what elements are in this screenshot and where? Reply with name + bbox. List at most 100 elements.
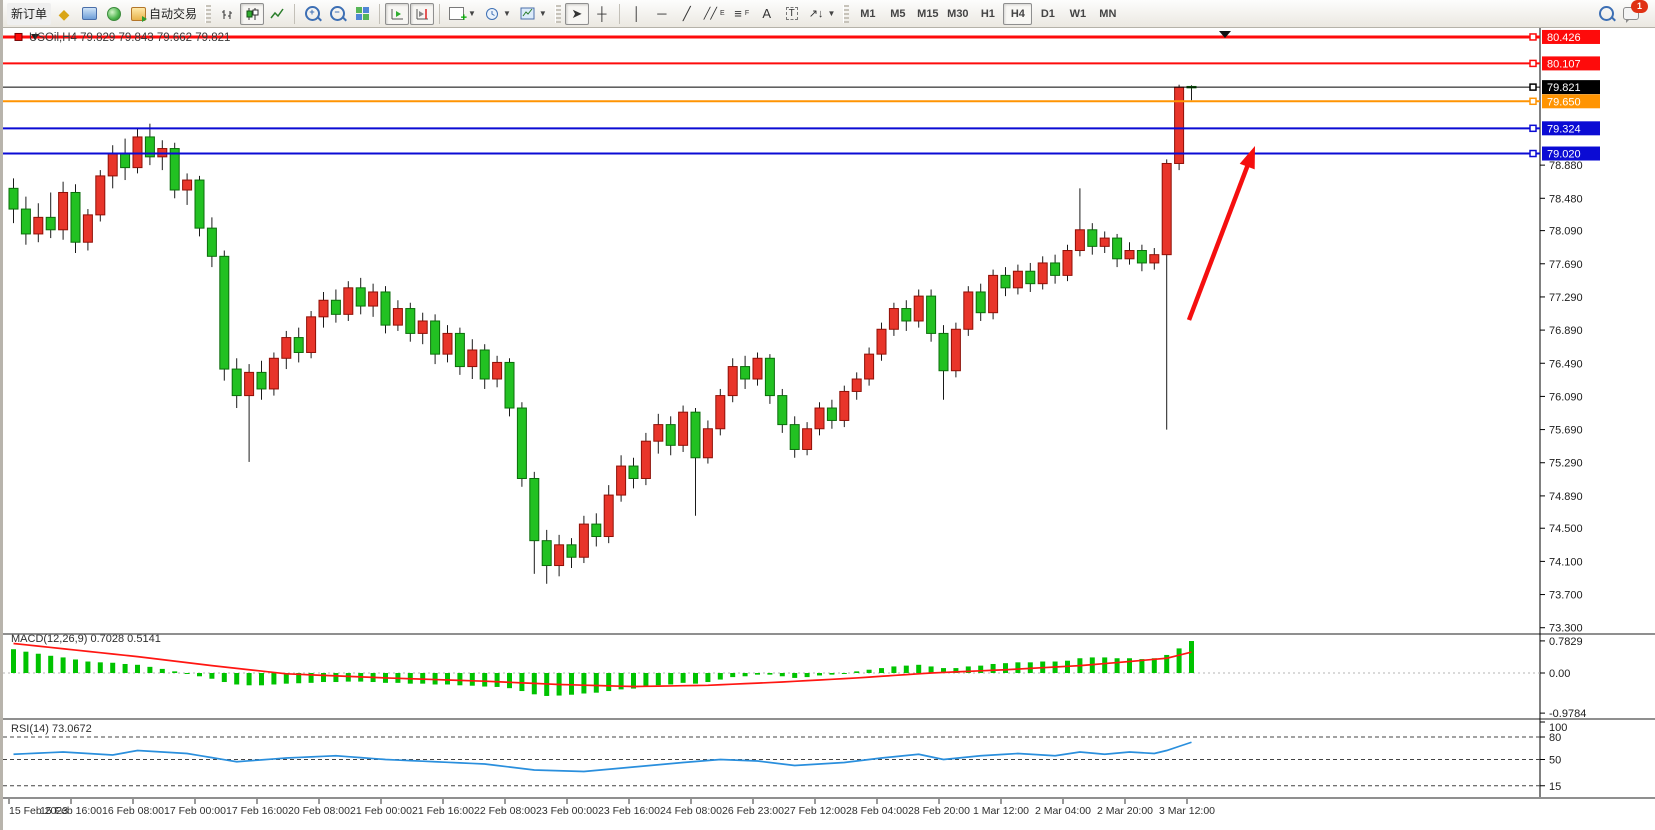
zoom-in-button[interactable]: + xyxy=(300,3,324,25)
search-button[interactable] xyxy=(1594,3,1618,25)
line-handle[interactable] xyxy=(1529,97,1537,106)
vertical-line-button[interactable]: │ xyxy=(625,3,649,25)
tf-m5-button[interactable]: M5 xyxy=(890,7,906,20)
x-tick-label: 17 Feb 00:00 xyxy=(164,805,226,817)
tf-mn-button[interactable]: MN xyxy=(1099,7,1117,20)
macd-histogram-bar xyxy=(903,665,909,673)
macd-label: MACD(12,26,9) 0.7028 0.5141 xyxy=(11,633,161,645)
price-chart-canvas[interactable]: 78.880 78.480 78.090 77.690 77.290 76.890 76.4… xyxy=(3,28,1655,830)
toolbar-separator xyxy=(618,3,620,24)
candlestick xyxy=(107,153,118,177)
candlestick xyxy=(802,428,813,450)
line-handle[interactable] xyxy=(1529,83,1537,91)
candlestick xyxy=(529,477,540,542)
macd-histogram-bar xyxy=(941,668,946,673)
signals-button[interactable] xyxy=(102,3,126,25)
macd-histogram-bar xyxy=(841,673,847,674)
indicators-button[interactable]: ▼ xyxy=(445,3,480,25)
pane-divider[interactable] xyxy=(3,718,1655,720)
tf-h1-button[interactable]: H1 xyxy=(980,7,995,20)
pane-divider[interactable] xyxy=(3,633,1655,635)
candlestick xyxy=(1000,274,1011,289)
text-label-button[interactable]: T xyxy=(780,3,804,25)
diamond-icon: ◆ xyxy=(58,5,70,22)
cursor-button[interactable]: ➤ xyxy=(564,2,589,25)
candlestick xyxy=(988,274,999,314)
text-button[interactable]: A xyxy=(755,3,779,25)
line-handle[interactable] xyxy=(1529,59,1537,68)
macd-histogram-bar xyxy=(445,673,450,685)
new-order-button[interactable]: 新订单 xyxy=(7,2,52,25)
macd-histogram-bar xyxy=(717,673,723,680)
time-axis-divider[interactable] xyxy=(3,797,1655,799)
chart-area[interactable]: 78.880 78.480 78.090 77.690 77.290 76.890 76.4… xyxy=(3,28,1655,830)
tf-m1-button[interactable]: M1 xyxy=(860,7,876,20)
x-tick-label: 16 Feb 08:00 xyxy=(102,805,164,817)
x-tick-label: 1 Mar 12:00 xyxy=(973,805,1029,817)
notifications-button[interactable]: 1 xyxy=(1619,0,1648,25)
price-badge-label: 80.426 xyxy=(1547,32,1581,44)
candlestick xyxy=(132,136,143,169)
line-chart-button[interactable] xyxy=(265,3,289,25)
macd-histogram-bar xyxy=(705,673,711,683)
auto-trading-button[interactable]: 自动交易 xyxy=(127,3,201,25)
templates-button[interactable]: ▼ xyxy=(516,3,551,25)
macd-histogram-bar xyxy=(283,673,289,684)
price-badge xyxy=(1542,121,1600,136)
candlestick xyxy=(330,299,341,315)
toolbar-grip xyxy=(843,4,850,23)
tf-m15-button[interactable]: M15 xyxy=(917,7,939,20)
tf-d1-button[interactable]: D1 xyxy=(1040,7,1055,20)
fibonacci-button[interactable]: ≡ F xyxy=(734,6,750,21)
chart-title: USOil,H4 79.829 79.843 79.662 79.821 xyxy=(29,32,230,44)
crosshair-button[interactable]: ┼ xyxy=(590,3,614,25)
bar-chart-icon xyxy=(221,9,232,19)
auto-scroll-button[interactable] xyxy=(385,2,410,25)
candlestick xyxy=(33,216,44,235)
y-tick-label: 74.100 xyxy=(1549,556,1583,568)
price-badge xyxy=(1542,29,1600,44)
zoom-out-button[interactable]: − xyxy=(325,3,349,25)
arrows-button[interactable]: ↗↓ ▼ xyxy=(805,3,840,25)
arrow-annotation[interactable] xyxy=(1186,160,1252,321)
candlestick-chart-button[interactable] xyxy=(240,2,265,25)
macd-histogram-bar xyxy=(804,673,810,678)
tf-h4-button[interactable]: H4 xyxy=(1003,2,1033,25)
macd-tick-label: -0.9784 xyxy=(1549,708,1586,720)
line-handle[interactable] xyxy=(1529,33,1537,41)
equidistant-channel-button[interactable]: ╱╱ E xyxy=(703,8,725,20)
auto-trading-icon xyxy=(131,6,148,22)
candlestick xyxy=(169,148,180,191)
market-watch-button[interactable] xyxy=(77,3,101,25)
tf-m30-button[interactable]: M30 xyxy=(947,7,969,20)
horizontal-line-button[interactable]: ─ xyxy=(650,3,674,25)
line-handle[interactable] xyxy=(1529,149,1537,158)
macd-histogram-bar xyxy=(494,673,500,687)
macd-histogram-bar xyxy=(1139,659,1145,673)
candlestick xyxy=(1112,237,1123,260)
trendline-button[interactable]: ╱ xyxy=(675,3,699,25)
y-tick-label: 75.290 xyxy=(1549,458,1583,470)
line-handle[interactable] xyxy=(1529,124,1537,133)
y-tick-label: 78.880 xyxy=(1549,160,1583,172)
macd-histogram-bar xyxy=(817,673,822,676)
y-tick-label: 74.890 xyxy=(1549,491,1583,503)
macd-histogram-bar xyxy=(457,673,463,686)
arrow-annotation-head[interactable] xyxy=(1239,146,1255,170)
chevron-down-icon: ▼ xyxy=(468,9,476,18)
tf-w1-button[interactable]: W1 xyxy=(1069,7,1087,20)
candlestick xyxy=(20,208,31,235)
periods-button[interactable]: ▼ xyxy=(481,3,515,25)
macd-histogram-bar xyxy=(23,651,29,673)
macd-histogram-bar xyxy=(767,673,773,675)
new-chart-button[interactable]: ◆ xyxy=(52,3,76,25)
candlestick xyxy=(938,332,949,372)
candlestick xyxy=(120,153,131,169)
bar-chart-button[interactable] xyxy=(215,3,239,25)
macd-histogram-bar xyxy=(755,673,760,675)
tile-windows-button[interactable] xyxy=(350,3,374,25)
chart-shift-marker[interactable] xyxy=(1219,31,1231,38)
candlestick xyxy=(95,175,106,216)
chart-shift-button[interactable] xyxy=(410,2,435,25)
line-handle[interactable] xyxy=(14,32,23,41)
